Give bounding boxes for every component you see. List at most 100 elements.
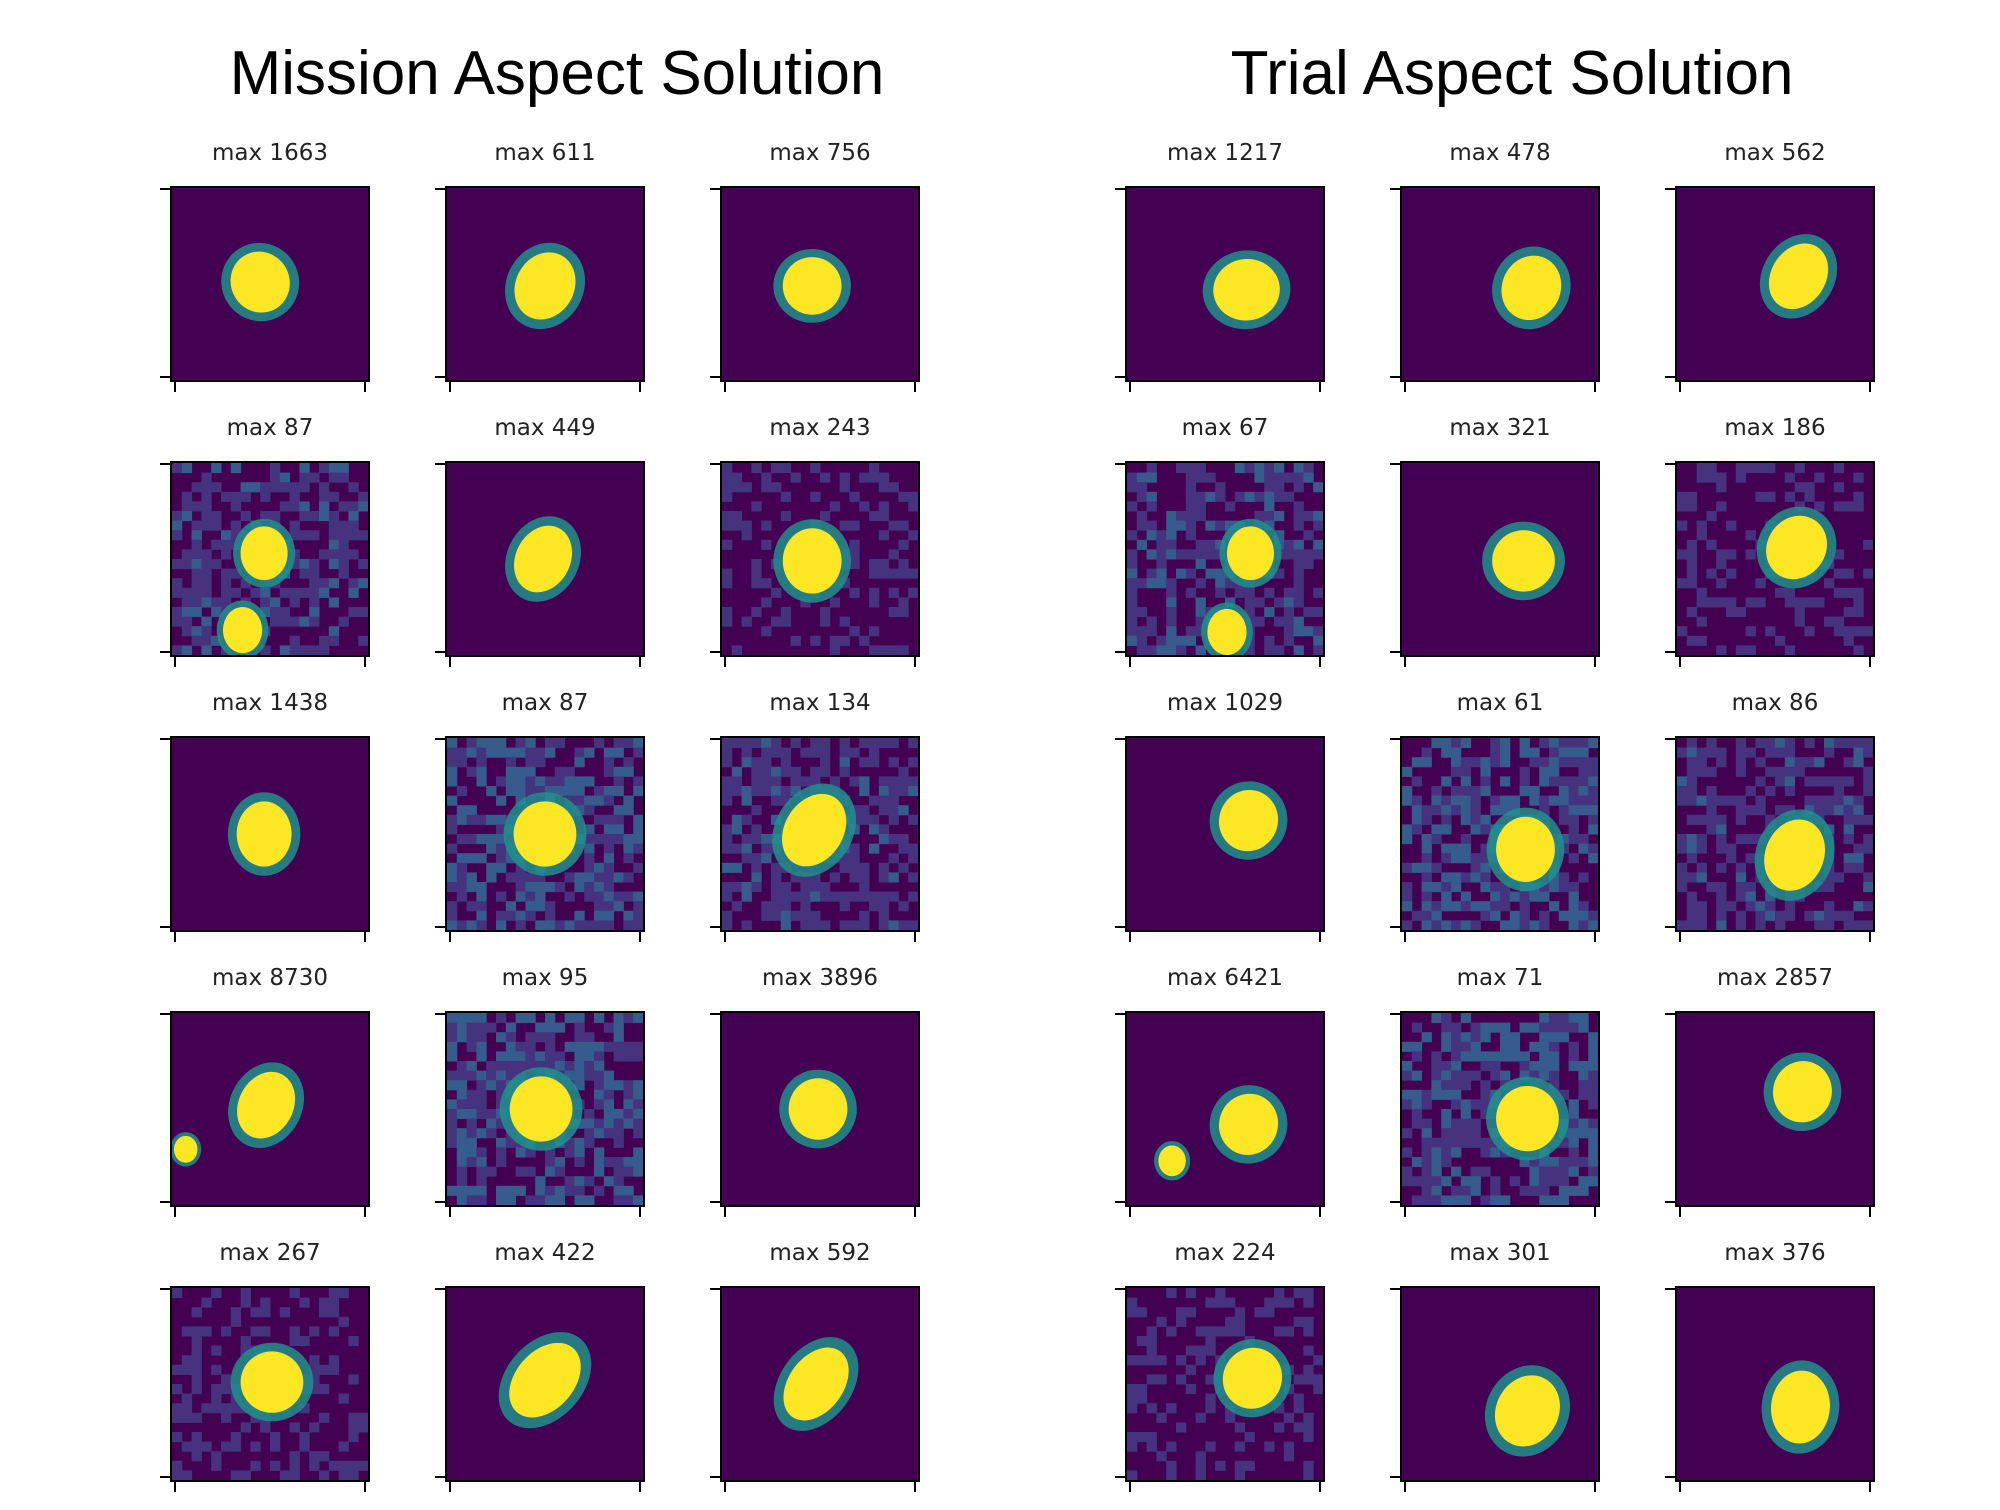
- secondary-source: [1207, 608, 1247, 655]
- noise-pixel: [1578, 1089, 1589, 1100]
- noise-pixel: [1480, 757, 1491, 768]
- noise-pixel: [849, 491, 860, 502]
- noise-pixel: [181, 1412, 193, 1423]
- noise-pixel: [319, 511, 330, 522]
- noise-pixel: [1470, 1166, 1481, 1177]
- noise-pixel: [1519, 738, 1530, 749]
- noise-pixel: [525, 1013, 536, 1024]
- noise-pixel: [1716, 549, 1727, 560]
- noise-pixel: [761, 747, 772, 758]
- noise-pixel: [859, 757, 870, 768]
- noise-pixel: [1460, 853, 1472, 864]
- noise-pixel: [1509, 1051, 1521, 1062]
- noise-pixel: [1696, 587, 1707, 598]
- noise-pixel: [172, 463, 183, 474]
- noise-pixel: [1136, 1432, 1148, 1443]
- noise-pixel: [1166, 1288, 1177, 1299]
- noise-pixel: [722, 795, 733, 806]
- noise-pixel: [486, 862, 497, 873]
- y-axis-tick: [1665, 188, 1675, 190]
- noise-pixel: [849, 843, 860, 854]
- noise-pixel: [1421, 920, 1432, 930]
- heatmap-image: [170, 186, 370, 382]
- noise-pixel: [878, 824, 890, 835]
- noise-pixel: [1853, 738, 1864, 749]
- noise-pixel: [1735, 910, 1747, 921]
- noise-pixel: [878, 805, 890, 816]
- noise-pixel: [1696, 472, 1707, 483]
- noise-pixel: [1431, 1051, 1442, 1062]
- heatmap-svg: [773, 1337, 859, 1431]
- noise-pixel: [1814, 920, 1825, 930]
- noise-pixel: [878, 530, 890, 541]
- noise-pixel: [623, 1185, 634, 1196]
- noise-pixel: [1195, 463, 1206, 474]
- noise-pixel: [1794, 607, 1805, 618]
- noise-pixel: [810, 882, 821, 893]
- noise-pixel: [1205, 539, 1216, 550]
- x-axis-tick: [914, 382, 916, 392]
- noise-pixel: [476, 1080, 487, 1091]
- noise-pixel: [1431, 824, 1442, 835]
- x-axis-tick: [1129, 932, 1131, 942]
- noise-pixel: [260, 597, 271, 608]
- noise-pixel: [496, 1070, 507, 1081]
- noise-pixel: [545, 1195, 556, 1205]
- noise-pixel: [780, 882, 792, 893]
- noise-pixel: [1775, 738, 1786, 749]
- noise-pixel: [1166, 626, 1177, 637]
- noise-pixel: [584, 795, 595, 806]
- noise-pixel: [299, 501, 310, 512]
- noise-pixel: [1402, 901, 1413, 912]
- noise-pixel: [1185, 501, 1197, 512]
- noise-pixel: [1470, 757, 1481, 768]
- noise-pixel: [1274, 482, 1285, 493]
- noise-pixel: [603, 795, 615, 806]
- noise-pixel: [1176, 549, 1187, 560]
- x-axis-tick: [449, 657, 451, 667]
- noise-pixel: [270, 511, 281, 522]
- noise-pixel: [1136, 1384, 1148, 1395]
- tile-max-label: max 1663: [212, 140, 328, 166]
- heatmap-svg: [722, 463, 918, 655]
- noise-pixel: [1824, 872, 1835, 883]
- noise-pixel: [1480, 814, 1491, 825]
- noise-pixel: [1146, 463, 1157, 474]
- noise-pixel: [1293, 578, 1304, 589]
- noise-pixel: [1843, 862, 1854, 873]
- noise-pixel: [1500, 757, 1511, 768]
- noise-pixel: [1421, 1032, 1432, 1043]
- noise-pixel: [1127, 607, 1138, 618]
- noise-pixel: [1814, 776, 1825, 787]
- noise-pixel: [447, 910, 458, 921]
- noise-pixel: [849, 747, 860, 758]
- noise-pixel: [1578, 795, 1589, 806]
- noise-pixel: [1421, 1099, 1432, 1110]
- noise-pixel: [1500, 901, 1511, 912]
- tile-max-label: max 478: [1449, 140, 1551, 166]
- noise-pixel: [319, 1412, 330, 1423]
- noise-pixel: [1244, 597, 1255, 608]
- noise-pixel: [898, 607, 909, 618]
- noise-pixel: [466, 814, 477, 825]
- noise-pixel: [1480, 1061, 1491, 1072]
- noise-pixel: [1421, 853, 1432, 864]
- noise-pixel: [496, 1195, 507, 1205]
- noise-pixel: [633, 776, 643, 787]
- noise-pixel: [1274, 1403, 1285, 1414]
- star-image-tile: max 1663: [150, 140, 390, 410]
- noise-pixel: [1509, 1176, 1521, 1187]
- noise-pixel: [790, 635, 801, 646]
- noise-pixel: [1205, 1393, 1216, 1404]
- noise-pixel: [1686, 795, 1698, 806]
- noise-pixel: [574, 776, 585, 787]
- noise-pixel: [1411, 1070, 1423, 1081]
- noise-pixel: [741, 786, 752, 797]
- noise-pixel: [751, 872, 762, 883]
- noise-pixel: [1716, 747, 1727, 758]
- noise-pixel: [1411, 805, 1423, 816]
- noise-pixel: [1185, 491, 1197, 502]
- noise-pixel: [486, 814, 497, 825]
- noise-pixel: [496, 910, 507, 921]
- x-axis-tick: [639, 657, 641, 667]
